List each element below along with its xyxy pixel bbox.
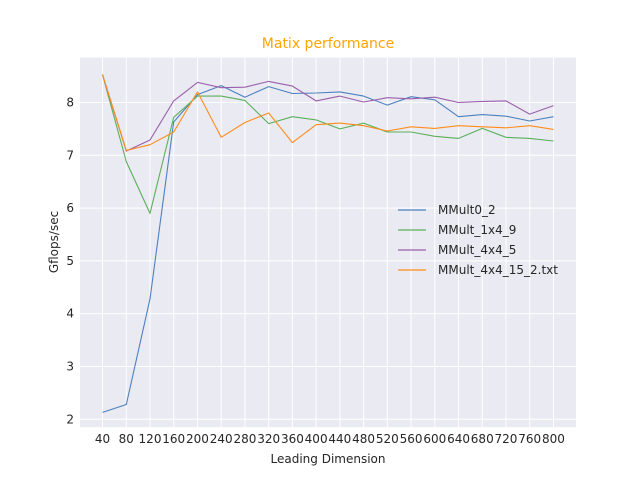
y-tick-label: 4 bbox=[66, 307, 74, 321]
x-tick-label: 560 bbox=[400, 432, 423, 446]
series-lines bbox=[101, 74, 554, 413]
x-tick-label: 720 bbox=[495, 432, 518, 446]
legend-entry: MMult0_2 bbox=[438, 203, 496, 217]
y-tick-label: 7 bbox=[66, 148, 74, 162]
legend-entry: MMult_4x4_5 bbox=[438, 243, 516, 257]
x-tick-label: 400 bbox=[305, 432, 328, 446]
x-axis-label: Leading Dimension bbox=[271, 452, 386, 466]
grid-lines bbox=[80, 57, 576, 428]
x-tick-label: 40 bbox=[95, 432, 110, 446]
y-tick-label: 8 bbox=[66, 95, 74, 109]
legend-entry: MMult_1x4_9 bbox=[438, 223, 516, 237]
legend: MMult0_2 MMult_1x4_9 MMult_4x4_5 MMult_4x4_… bbox=[398, 203, 558, 277]
x-tick-label: 160 bbox=[162, 432, 185, 446]
y-axis-label: Gflops/sec bbox=[47, 211, 61, 273]
x-tick-label: 280 bbox=[233, 432, 256, 446]
series-line-mmult-4x4-5 bbox=[101, 74, 554, 152]
x-tick-label: 200 bbox=[186, 432, 209, 446]
y-axis-ticks: 2 3 4 5 6 7 8 bbox=[66, 95, 74, 426]
y-tick-label: 3 bbox=[66, 359, 74, 373]
y-tick-label: 2 bbox=[66, 412, 74, 426]
x-tick-label: 240 bbox=[210, 432, 233, 446]
y-tick-label: 5 bbox=[66, 254, 74, 268]
x-tick-label: 800 bbox=[542, 432, 565, 446]
x-tick-label: 480 bbox=[352, 432, 375, 446]
x-tick-label: 120 bbox=[139, 432, 162, 446]
legend-entry: MMult_4x4_15_2.txt bbox=[438, 263, 558, 277]
x-tick-label: 440 bbox=[328, 432, 351, 446]
y-tick-label: 6 bbox=[66, 201, 74, 215]
x-tick-label: 680 bbox=[471, 432, 494, 446]
x-tick-label: 80 bbox=[119, 432, 134, 446]
x-tick-label: 360 bbox=[281, 432, 304, 446]
x-tick-label: 520 bbox=[376, 432, 399, 446]
x-tick-label: 320 bbox=[257, 432, 280, 446]
series-line-mmult0-2 bbox=[102, 85, 554, 413]
x-tick-label: 640 bbox=[447, 432, 470, 446]
x-tick-label: 600 bbox=[423, 432, 446, 446]
series-line-mmult-4x4-15-2-txt bbox=[101, 74, 554, 152]
x-tick-label: 760 bbox=[518, 432, 541, 446]
chart-title: Matix performance bbox=[262, 36, 394, 52]
x-axis-ticks: 40 80 120 160 200 240 280 320 360 400 440 480 520 560… bbox=[95, 432, 565, 446]
